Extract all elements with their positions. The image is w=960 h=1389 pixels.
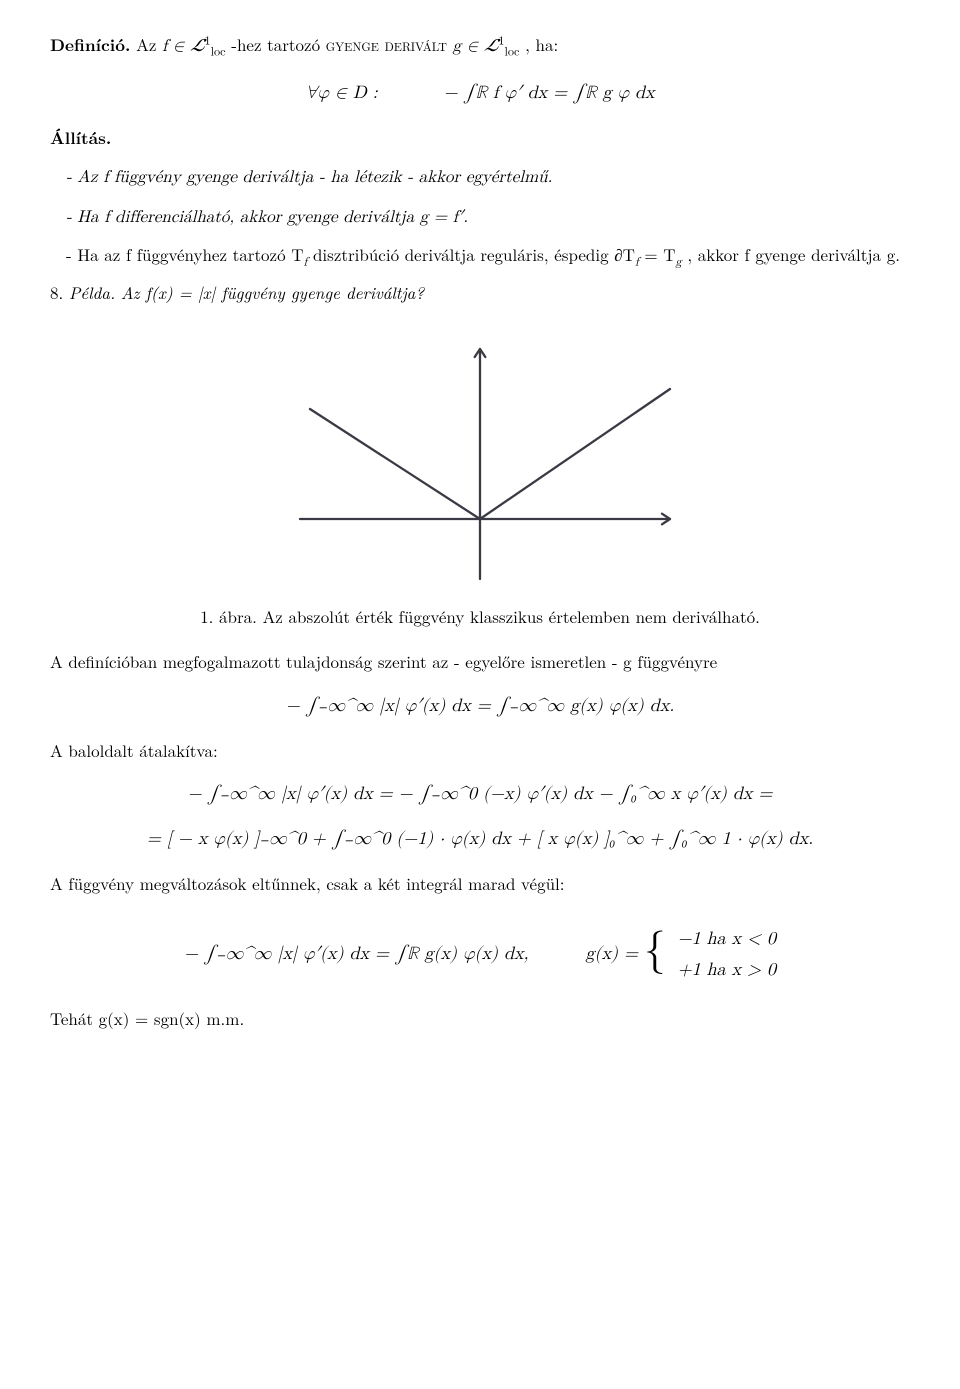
eq4-cases: −1 ha x < 0 +1 ha x > 0 xyxy=(678,922,776,988)
b3-sub-f: f xyxy=(304,256,308,268)
def-text-1: Az xyxy=(136,32,162,56)
b3-c: = T xyxy=(644,242,675,266)
assertion-heading-para: Állítás. xyxy=(50,125,910,152)
example-text: Az f(x) = |x| függvény gyenge deriváltja… xyxy=(121,280,424,304)
eq4-case1: −1 ha x < 0 xyxy=(678,926,776,953)
b3-a: - Ha az f függvényhez tartozó T xyxy=(66,242,304,266)
para-def-property: A definícióban megfogalmazott tulajdonsá… xyxy=(50,649,910,675)
equation-1: ∀φ ∈ D : − ∫ℝ f φ′ dx = ∫ℝ g φ dx xyxy=(50,78,910,107)
def-text-3: , ha: xyxy=(525,32,558,56)
def-f: f ∈ 𝓛 xyxy=(162,38,204,55)
eq4-lhs: − ∫₋∞^∞ |x| φ′(x) dx = ∫ℝ g(x) φ(x) dx, xyxy=(184,945,528,963)
closing-para: Tehát g(x) = sgn(x) m.m. xyxy=(50,1006,910,1032)
equation-4: − ∫₋∞^∞ |x| φ′(x) dx = ∫ℝ g(x) φ(x) dx, … xyxy=(50,915,910,988)
equation-3-line1: − ∫₋∞^∞ |x| φ′(x) dx = − ∫₋∞^0 (−x) φ′(x… xyxy=(50,781,910,808)
def-text-2: -hez tartozó xyxy=(231,32,325,56)
definition-para: Definíció. Az f ∈ 𝓛1loc -hez tartozó gye… xyxy=(50,32,910,60)
def-g: g ∈ 𝓛 xyxy=(453,38,499,55)
bullet-1: - Az f függvény gyenge deriváltja - ha l… xyxy=(82,163,910,191)
figure-absolute-value xyxy=(50,329,910,596)
def-smallcaps: gyenge derivált xyxy=(326,32,447,56)
eq1-lhs: ∀φ ∈ D : xyxy=(305,84,377,102)
caption-num: 1. ábra. xyxy=(200,604,257,628)
bullet-1-text: - Az f függvény gyenge deriváltja - ha l… xyxy=(66,169,552,186)
equation-3-line2: = [ − x φ(x) ]₋∞^0 + ∫₋∞^0 (−1) · φ(x) d… xyxy=(50,826,910,853)
eq4-gx: g(x) = xyxy=(585,945,643,963)
b3-sub-f2: f xyxy=(635,256,639,268)
para-vanish: A függvény megváltozások eltűnnek, csak … xyxy=(50,871,910,897)
eq4-case2: +1 ha x > 0 xyxy=(678,957,776,984)
b3-b: disztribúció deriváltja reguláris, ésped… xyxy=(313,242,635,266)
definition-heading: Definíció. xyxy=(50,33,130,57)
figure-caption: 1. ábra. Az abszolút érték függvény klas… xyxy=(50,604,910,630)
def-sub2: loc xyxy=(505,46,520,58)
bullet-2-text: - Ha f differenciálható, akkor gyenge de… xyxy=(66,209,468,226)
example-para: 8. Példa. Az f(x) = |x| függvény gyenge … xyxy=(50,280,910,306)
def-sub1: loc xyxy=(211,46,226,58)
bullet-2: - Ha f differenciálható, akkor gyenge de… xyxy=(82,203,910,231)
b3-sub-g: g xyxy=(676,256,682,268)
caption-text: Az abszolút érték függvény klasszikus ér… xyxy=(263,604,760,628)
bullet-3: - Ha az f függvényhez tartozó Tf disztri… xyxy=(82,242,910,268)
example-label: Példa. xyxy=(69,280,115,304)
assertion-heading: Állítás. xyxy=(50,126,111,150)
example-num: 8. xyxy=(50,280,63,304)
equation-2: − ∫₋∞^∞ |x| φ′(x) dx = ∫₋∞^∞ g(x) φ(x) d… xyxy=(50,693,910,720)
para-leftside: A baloldalt átalakítva: xyxy=(50,738,910,764)
eq1-body: − ∫ℝ f φ′ dx = ∫ℝ g φ dx xyxy=(444,84,655,102)
b3-d: , akkor f gyenge deriváltja g. xyxy=(687,242,900,266)
abs-plot-svg xyxy=(270,329,690,589)
eq4-brace: { xyxy=(644,929,666,972)
